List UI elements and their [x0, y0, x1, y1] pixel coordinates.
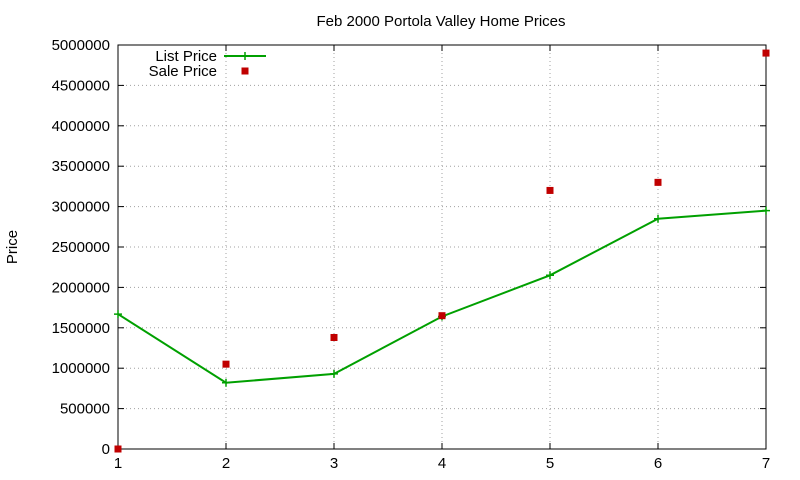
series-layer — [114, 49, 770, 453]
data-point-list-price-1 — [114, 310, 122, 319]
data-point-list-price-7 — [762, 206, 770, 215]
x-tick-label-0: 1 — [114, 455, 122, 472]
y-tick-label-9: 4500000 — [52, 77, 110, 94]
legend: List Price Sale Price — [149, 48, 266, 80]
series-line-list-price — [117, 209, 767, 384]
grid-layer — [118, 45, 766, 449]
y-tick-label-5: 2500000 — [52, 239, 110, 256]
x-tick-label-5: 6 — [654, 455, 662, 472]
x-tick-label-2: 3 — [330, 455, 338, 472]
data-point-list-price-3 — [330, 369, 338, 378]
data-point-sale-price-2 — [222, 360, 230, 368]
x-tick-label-1: 2 — [222, 455, 230, 472]
x-tick-label-3: 4 — [438, 455, 446, 472]
x-tick-label-6: 7 — [762, 455, 770, 472]
series-sale-price — [114, 49, 770, 453]
data-point-list-price-5 — [546, 271, 554, 280]
data-point-sale-price-4 — [438, 312, 446, 320]
y-tick-label-10: 5000000 — [52, 37, 110, 54]
y-tick-label-8: 4000000 — [52, 118, 110, 135]
chart-title: Feb 2000 Portola Valley Home Prices — [316, 13, 565, 30]
data-point-sale-price-1 — [114, 445, 122, 453]
data-point-sale-price-6 — [654, 178, 662, 186]
y-tick-label-6: 3000000 — [52, 199, 110, 216]
data-point-list-price-2 — [222, 378, 230, 387]
data-point-sale-price-5 — [546, 186, 554, 194]
y-tick-label-0: 0 — [102, 441, 110, 458]
data-point-sale-price-7 — [762, 49, 770, 57]
y-tick-label-3: 1500000 — [52, 320, 110, 337]
y-tick-label-2: 1000000 — [52, 360, 110, 377]
y-tick-label-4: 2000000 — [52, 279, 110, 296]
legend-marker-sale-price — [241, 67, 249, 75]
legend-label-sale-price: Sale Price — [149, 63, 217, 80]
data-point-sale-price-3 — [330, 333, 338, 341]
legend-label-list-price: List Price — [155, 48, 217, 65]
y-tick-label-1: 500000 — [60, 401, 110, 418]
legend-marker-list-price — [241, 52, 249, 60]
data-point-list-price-6 — [654, 214, 662, 223]
y-axis-label: Price — [4, 230, 21, 264]
x-tick-label-4: 5 — [546, 455, 554, 472]
y-tick-label-7: 3500000 — [52, 158, 110, 175]
tick-layer: 0 500000 1000000 1500000 2000000 2500000 30000… — [52, 37, 771, 472]
